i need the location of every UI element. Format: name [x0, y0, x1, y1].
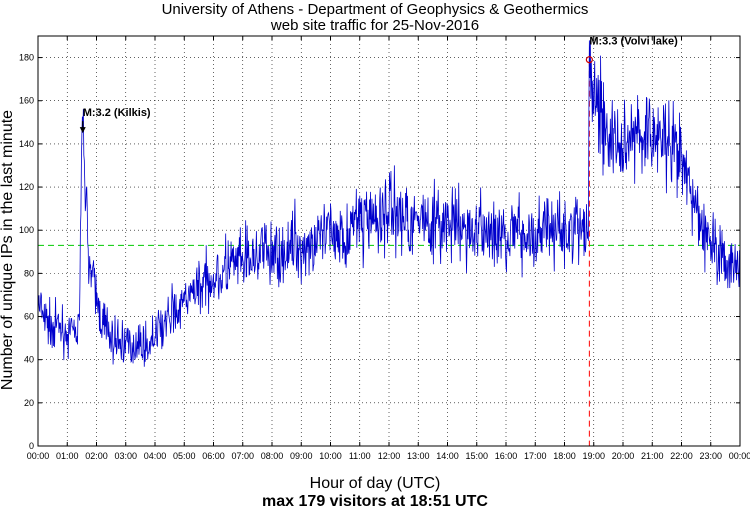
x-tick-label: 06:00	[202, 451, 225, 461]
y-tick-label: 80	[24, 268, 34, 278]
traffic-series-line	[37, 40, 741, 367]
chart-subtitle: web site traffic for 25-Nov-2016	[270, 17, 480, 34]
reference-lines	[38, 60, 740, 446]
x-tick-label: 02:00	[85, 451, 108, 461]
x-tick-label: 16:00	[495, 451, 518, 461]
x-tick-label: 09:00	[290, 451, 313, 461]
x-tick-label: 23:00	[699, 451, 722, 461]
annotation-circle-marker	[585, 56, 593, 64]
annotation-arrowhead	[79, 127, 86, 134]
x-tick-label: 20:00	[612, 451, 635, 461]
annotation-label: M:3.2 (Kilkis)	[83, 107, 151, 119]
y-tick-label: 20	[24, 398, 34, 408]
y-tick-label: 120	[19, 182, 34, 192]
x-tick-label: 22:00	[670, 451, 693, 461]
x-axis-label: Hour of day (UTC)	[309, 475, 441, 492]
x-tick-label: 11:00	[349, 451, 371, 461]
y-tick-label: 40	[24, 355, 34, 365]
x-tick-label: 14:00	[436, 451, 459, 461]
x-tick-label: 01:00	[56, 451, 79, 461]
y-tick-label: 140	[19, 139, 34, 149]
line-chart: M:3.2 (Kilkis)M:3.3 (Volvi lake) 00:00 01…	[19, 35, 750, 461]
axes: 00:00 01:00 02:00 03:00 04:00 05:00 06:00 07:00…	[19, 35, 750, 461]
y-tick-label: 180	[19, 53, 34, 63]
x-tick-label: 13:00	[407, 451, 430, 461]
y-tick-label: 100	[19, 225, 34, 235]
x-tick-label: 05:00	[173, 451, 196, 461]
x-tick-label: 00:00	[729, 451, 750, 461]
x-tick-label: 00:00	[27, 451, 50, 461]
y-tick-label: 60	[24, 312, 34, 322]
y-axis-label: Number of unique IPs in the last minute	[0, 109, 16, 391]
x-tick-label: 07:00	[231, 451, 254, 461]
x-tick-label: 03:00	[114, 451, 137, 461]
grid	[38, 36, 740, 446]
x-tick-label: 19:00	[582, 451, 605, 461]
series-layer	[37, 40, 741, 367]
annotations: M:3.2 (Kilkis) M:3.3 (Volvi lake)	[79, 36, 678, 134]
x-tick-label: 15:00	[465, 451, 488, 461]
x-tick-label: 17:00	[524, 451, 547, 461]
max-visitors-note: max 179 visitors at 18:51 UTC	[262, 493, 488, 510]
x-tick-label: 08:00	[261, 451, 284, 461]
x-tick-label: 04:00	[144, 451, 167, 461]
x-tick-label: 18:00	[553, 451, 576, 461]
x-tick-label: 21:00	[641, 451, 664, 461]
annotation-label: M:3.3 (Volvi lake)	[589, 36, 678, 48]
chart-title: University of Athens - Department of Geo…	[161, 1, 589, 18]
x-tick-label: 10:00	[319, 451, 342, 461]
y-tick-label: 0	[29, 441, 34, 451]
y-tick-label: 160	[19, 96, 34, 106]
x-tick-label: 12:00	[378, 451, 401, 461]
